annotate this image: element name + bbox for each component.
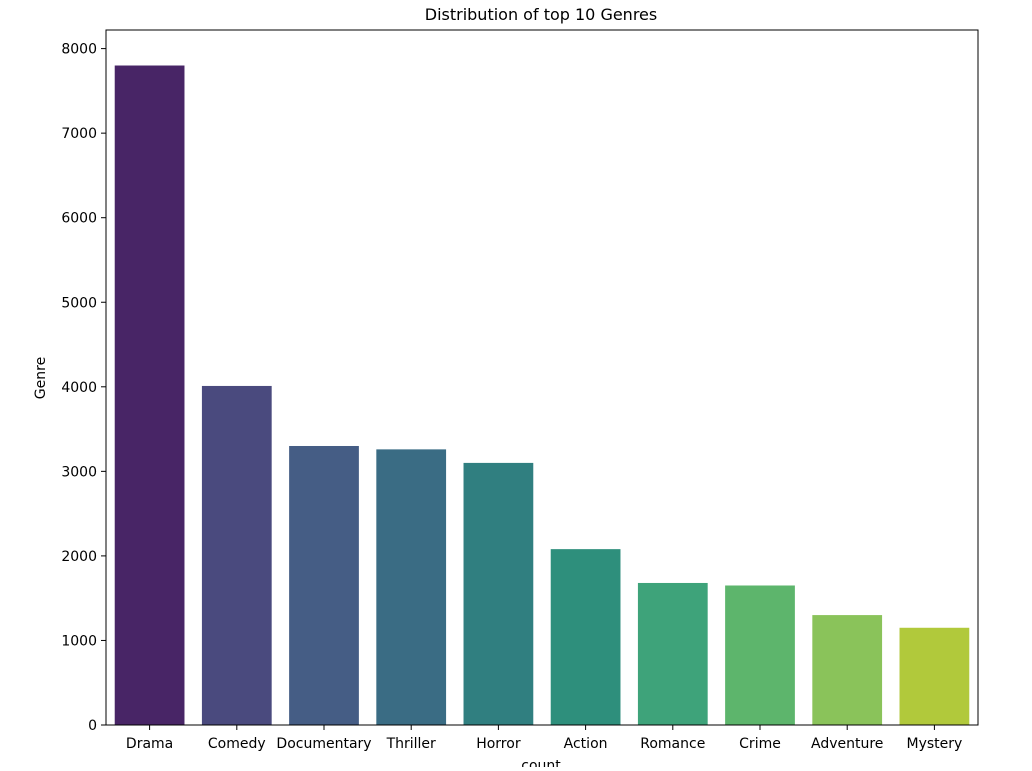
- bar-adventure: [812, 615, 883, 725]
- chart-title: Distribution of top 10 Genres: [425, 5, 657, 24]
- y-tick-label: 3000: [61, 464, 97, 480]
- bar-thriller: [376, 449, 447, 725]
- x-tick-label: Romance: [640, 736, 705, 752]
- bar-horror: [463, 462, 534, 725]
- plot-area-frame: [105, 29, 979, 726]
- x-tick-label: Horror: [476, 736, 521, 752]
- y-tick-label: 4000: [61, 380, 97, 396]
- x-tick-label: Crime: [739, 736, 781, 752]
- y-axis-label: Genre: [33, 357, 49, 399]
- bar-documentary: [289, 445, 359, 725]
- x-tick-label: Documentary: [276, 736, 371, 752]
- y-tick-label: 7000: [61, 126, 97, 142]
- bar-drama: [114, 65, 185, 725]
- y-tick-label: 8000: [61, 42, 97, 58]
- x-tick-label: Comedy: [208, 736, 266, 752]
- bar-action: [550, 549, 621, 725]
- y-tick-label: 6000: [61, 211, 97, 227]
- bar-mystery: [899, 627, 970, 725]
- x-tick-label: Adventure: [811, 736, 883, 752]
- bar-crime: [725, 585, 795, 725]
- x-tick-label: Mystery: [906, 736, 962, 752]
- y-tick-label: 2000: [61, 549, 97, 565]
- y-axis-ticks: 0 1000 2000 3000 4000 5000 6000 7000 8000: [61, 42, 106, 734]
- y-tick-label: 1000: [61, 633, 97, 649]
- x-tick-label: Thriller: [386, 736, 436, 752]
- x-axis-ticks: Drama Comedy Documentary Thriller Horror Acti…: [126, 725, 962, 752]
- x-tick-label: Drama: [126, 736, 173, 752]
- y-tick-label: 5000: [61, 295, 97, 311]
- bar-comedy: [201, 385, 272, 725]
- y-tick-label: 0: [88, 718, 97, 734]
- x-axis-label: count: [521, 758, 561, 767]
- x-tick-label: Action: [564, 736, 608, 752]
- bar-romance: [637, 582, 708, 725]
- bars: [114, 65, 970, 725]
